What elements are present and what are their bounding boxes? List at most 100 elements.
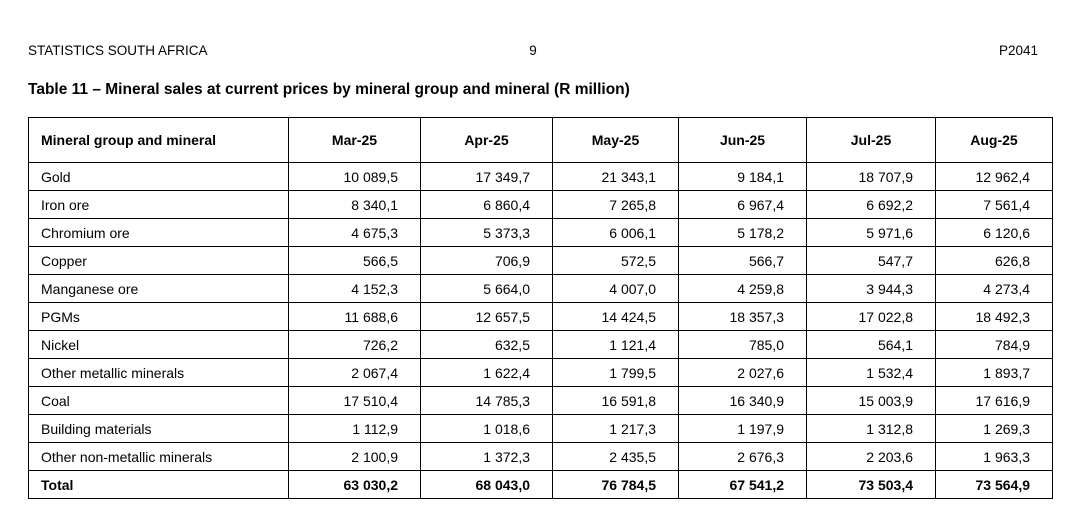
cell-value: 784,9: [935, 330, 1053, 359]
cell-value: 4 007,0: [552, 274, 679, 303]
table-row: Manganese ore 4 152,3 5 664,0 4 007,0 4 259,…: [28, 274, 1053, 303]
row-label: Total: [28, 470, 289, 499]
cell-value: 2 676,3: [678, 442, 807, 471]
cell-value: 73 503,4: [806, 470, 936, 499]
cell-value: 1 269,3: [935, 414, 1053, 443]
column-header-may-25: May-25: [552, 117, 679, 163]
table-row: PGMs 11 688,6 12 657,5 14 424,5 18 357,3 17 0…: [28, 302, 1053, 331]
cell-value: 1 963,3: [935, 442, 1053, 471]
row-label: Gold: [28, 162, 289, 191]
row-label: Chromium ore: [28, 218, 289, 247]
cell-value: 7 265,8: [552, 190, 679, 219]
cell-value: 76 784,5: [552, 470, 679, 499]
table-row: Coal 17 510,4 14 785,3 16 591,8 16 340,9 15 0…: [28, 386, 1053, 415]
cell-value: 1 121,4: [552, 330, 679, 359]
table-total-row: Total 63 030,2 68 043,0 76 784,5 67 541,2 73 …: [28, 470, 1053, 499]
cell-value: 1 372,3: [420, 442, 553, 471]
table-row: Other metallic minerals 2 067,4 1 622,4 1 7…: [28, 358, 1053, 387]
table-row: Chromium ore 4 675,3 5 373,3 6 006,1 5 178,2…: [28, 218, 1053, 247]
cell-value: 2 203,6: [806, 442, 936, 471]
cell-value: 6 120,6: [935, 218, 1053, 247]
cell-value: 18 492,3: [935, 302, 1053, 331]
cell-value: 9 184,1: [678, 162, 807, 191]
cell-value: 18 357,3: [678, 302, 807, 331]
cell-value: 706,9: [420, 246, 553, 275]
cell-value: 11 688,6: [288, 302, 421, 331]
cell-value: 1 217,3: [552, 414, 679, 443]
cell-value: 6 006,1: [552, 218, 679, 247]
table-row: Copper 566,5 706,9 572,5 566,7 547,7 626,8: [28, 246, 1053, 275]
header-report-code: P2041: [998, 43, 1038, 58]
cell-value: 6 692,2: [806, 190, 936, 219]
cell-value: 564,1: [806, 330, 936, 359]
row-label: Manganese ore: [28, 274, 289, 303]
cell-value: 1 532,4: [806, 358, 936, 387]
cell-value: 1 799,5: [552, 358, 679, 387]
cell-value: 21 343,1: [552, 162, 679, 191]
page-number: 9: [529, 43, 537, 58]
mineral-sales-table: Mineral group and mineral Mar-25 Apr-25 …: [28, 117, 1053, 499]
column-header-apr-25: Apr-25: [420, 117, 553, 163]
row-label: Coal: [28, 386, 289, 415]
row-label: Other metallic minerals: [28, 358, 289, 387]
cell-value: 1 312,8: [806, 414, 936, 443]
column-header-jul-25: Jul-25: [806, 117, 936, 163]
cell-value: 6 967,4: [678, 190, 807, 219]
cell-value: 7 561,4: [935, 190, 1053, 219]
table-row: Nickel 726,2 632,5 1 121,4 785,0 564,1 784,9: [28, 330, 1053, 359]
cell-value: 17 616,9: [935, 386, 1053, 415]
table-row: Iron ore 8 340,1 6 860,4 7 265,8 6 967,4 6 69…: [28, 190, 1053, 219]
table-header-row: Mineral group and mineral Mar-25 Apr-25 …: [28, 117, 1053, 163]
cell-value: 10 089,5: [288, 162, 421, 191]
cell-value: 16 340,9: [678, 386, 807, 415]
cell-value: 572,5: [552, 246, 679, 275]
cell-value: 3 944,3: [806, 274, 936, 303]
cell-value: 5 373,3: [420, 218, 553, 247]
cell-value: 14 785,3: [420, 386, 553, 415]
cell-value: 17 510,4: [288, 386, 421, 415]
cell-value: 18 707,9: [806, 162, 936, 191]
header-publisher: STATISTICS SOUTH AFRICA: [28, 43, 208, 58]
cell-value: 14 424,5: [552, 302, 679, 331]
column-header-jun-25: Jun-25: [678, 117, 807, 163]
table-title: Table 11 – Mineral sales at current pric…: [28, 81, 630, 98]
row-label: Iron ore: [28, 190, 289, 219]
cell-value: 2 067,4: [288, 358, 421, 387]
cell-value: 15 003,9: [806, 386, 936, 415]
cell-value: 726,2: [288, 330, 421, 359]
cell-value: 12 962,4: [935, 162, 1053, 191]
cell-value: 73 564,9: [935, 470, 1053, 499]
cell-value: 8 340,1: [288, 190, 421, 219]
table-row: Gold 10 089,5 17 349,7 21 343,1 9 184,1 18 70…: [28, 162, 1053, 191]
cell-value: 2 435,5: [552, 442, 679, 471]
cell-value: 63 030,2: [288, 470, 421, 499]
cell-value: 4 273,4: [935, 274, 1053, 303]
cell-value: 16 591,8: [552, 386, 679, 415]
column-header-aug-25: Aug-25: [935, 117, 1053, 163]
cell-value: 785,0: [678, 330, 807, 359]
column-header-mar-25: Mar-25: [288, 117, 421, 163]
table-row: Other non-metallic minerals 2 100,9 1 372,…: [28, 442, 1053, 471]
cell-value: 2 100,9: [288, 442, 421, 471]
row-label: Nickel: [28, 330, 289, 359]
table-row: Building materials 1 112,9 1 018,6 1 217,3 1…: [28, 414, 1053, 443]
column-header-mineral-group: Mineral group and mineral: [28, 117, 289, 163]
cell-value: 626,8: [935, 246, 1053, 275]
cell-value: 547,7: [806, 246, 936, 275]
cell-value: 2 027,6: [678, 358, 807, 387]
cell-value: 67 541,2: [678, 470, 807, 499]
page-header: STATISTICS SOUTH AFRICA 9 P2041: [28, 43, 1038, 58]
cell-value: 5 178,2: [678, 218, 807, 247]
cell-value: 12 657,5: [420, 302, 553, 331]
cell-value: 6 860,4: [420, 190, 553, 219]
cell-value: 566,7: [678, 246, 807, 275]
cell-value: 632,5: [420, 330, 553, 359]
table-body: Gold 10 089,5 17 349,7 21 343,1 9 184,1 18 70…: [28, 162, 1053, 499]
cell-value: 5 664,0: [420, 274, 553, 303]
cell-value: 1 112,9: [288, 414, 421, 443]
cell-value: 4 152,3: [288, 274, 421, 303]
cell-value: 5 971,6: [806, 218, 936, 247]
cell-value: 4 259,8: [678, 274, 807, 303]
row-label: Building materials: [28, 414, 289, 443]
